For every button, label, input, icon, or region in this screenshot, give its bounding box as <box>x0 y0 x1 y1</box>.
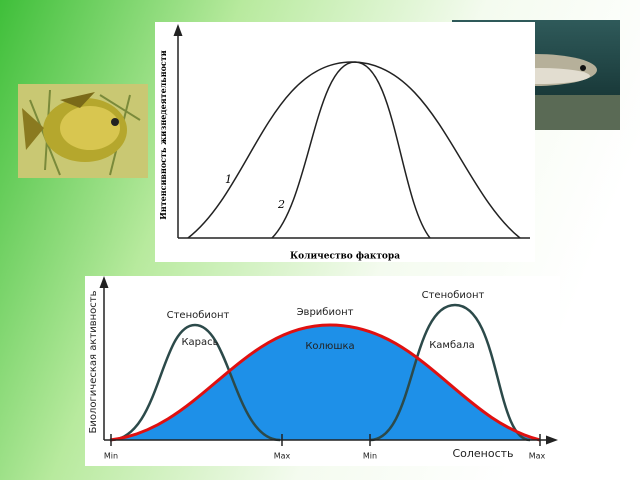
x-axis-label: Количество фактора <box>290 252 400 262</box>
y-axis-label: Интенсивность жизнедеятельности <box>158 50 168 219</box>
curve <box>109 323 541 442</box>
species-label: Колюшка <box>305 341 354 352</box>
curve-label: 2 <box>277 198 285 211</box>
curve-title: Эврибионт <box>297 307 354 318</box>
top-diagram: 1 2 Интенсивность жизнедеятельности Коли… <box>155 22 535 262</box>
curve-title: Стенобионт <box>422 290 485 301</box>
tick-marks <box>110 434 541 446</box>
x-axis-label: Соленость <box>452 447 513 460</box>
curve-title: Стенобионт <box>167 310 230 321</box>
x-tick-label: Max <box>274 452 291 461</box>
x-tick-label: Min <box>104 452 118 461</box>
x-tick-label: Min <box>363 452 377 461</box>
curve <box>271 61 431 239</box>
curve <box>109 323 281 442</box>
species-label: Камбала <box>429 340 475 351</box>
x-tick-label: Max <box>529 452 546 461</box>
y-axis-label: Биологическая активность <box>88 290 99 433</box>
curve <box>369 303 531 442</box>
bottom-diagram: Min Max Min Max Соленость Биологическая … <box>85 276 560 466</box>
panel <box>155 22 535 262</box>
species-label: Карась <box>181 337 218 348</box>
carp-picture <box>18 84 148 178</box>
curve-label: 1 <box>225 173 232 186</box>
eurybiont-area <box>110 325 540 440</box>
